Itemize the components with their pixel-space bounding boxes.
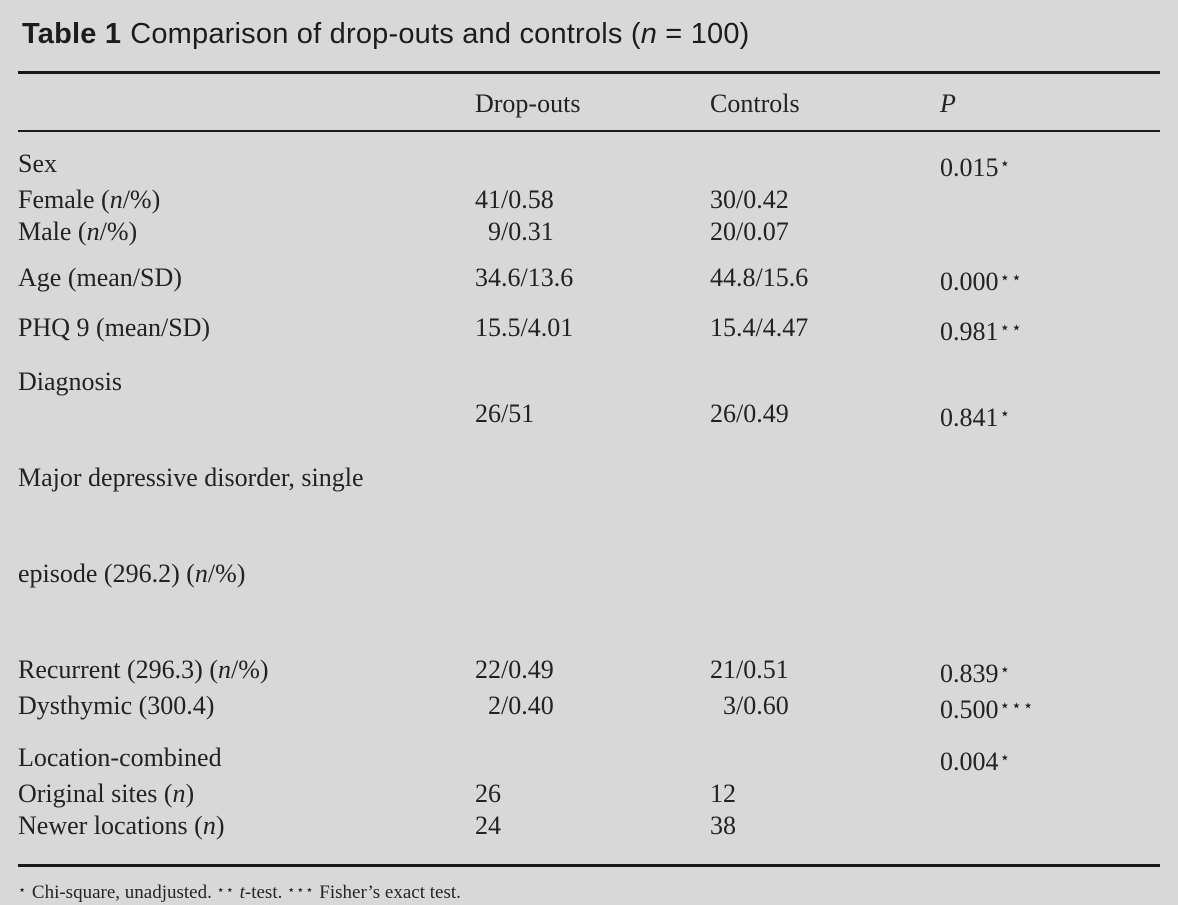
table-number: Table 1	[22, 18, 122, 50]
significance-stars: ⋆	[999, 660, 1012, 680]
significance-stars: ⋆	[999, 404, 1012, 424]
controls-value: 44.8/15.6	[710, 263, 809, 292]
bottom-rule	[18, 864, 1160, 867]
dropouts-value: 26	[475, 779, 501, 808]
controls-value: 3/0.60	[710, 691, 789, 720]
dropouts-value: 41/0.58	[475, 185, 554, 214]
table-row: Female (n/%) 41/0.58 30/0.42	[18, 184, 1178, 216]
controls-value: 26/0.49	[710, 399, 789, 428]
table-page: Table 1 Comparison of drop-outs and contr…	[18, 0, 1178, 903]
p-value: 0.500	[940, 695, 999, 724]
row-label: Sex	[18, 149, 57, 178]
header-p-value: P	[940, 89, 956, 118]
table-row: Recurrent (296.3) (n/%) 22/0.49 21/0.51 …	[18, 655, 1012, 688]
p-value: 0.015	[940, 153, 999, 182]
dropouts-value: 9/0.31	[475, 217, 554, 246]
significance-stars: ⋆⋆	[999, 318, 1023, 338]
dropouts-value: 34.6/13.6	[475, 263, 574, 292]
footnote-star-3: ⋆⋆⋆	[287, 883, 315, 898]
controls-value: 30/0.42	[710, 185, 789, 214]
p-value: 0.841	[940, 403, 999, 432]
p-value: 0.004	[940, 747, 999, 776]
p-value: 0.839	[940, 659, 999, 688]
row-label: Recurrent (296.3) (	[18, 655, 218, 684]
row-label: Newer locations (	[18, 811, 203, 840]
dropouts-value: 15.5/4.01	[475, 313, 574, 342]
controls-value: 20/0.07	[710, 217, 789, 246]
top-rule	[18, 71, 1160, 74]
table-row: Major depressive disorder, single episod…	[18, 398, 1178, 654]
row-label-line1: Major depressive disorder, single	[18, 463, 364, 492]
table-row: Diagnosis	[18, 366, 1178, 398]
significance-stars: ⋆	[999, 748, 1012, 768]
row-label: Location-combined	[18, 743, 222, 772]
group-diagnosis: Diagnosis Major depressive disorder, sin…	[18, 366, 1178, 726]
row-label: Diagnosis	[18, 367, 122, 396]
table-row: Dysthymic (300.4) 2/0.40 3/0.60 0.500⋆⋆⋆	[18, 690, 1178, 726]
controls-value: 38	[710, 811, 736, 840]
row-label: PHQ 9 (mean/SD)	[18, 313, 211, 342]
caption-italic-n: n	[640, 18, 658, 50]
dropouts-value: 2/0.40	[475, 691, 554, 720]
dropouts-value: 22/0.49	[475, 655, 554, 684]
table-row: Location-combined 0.004⋆	[18, 742, 1178, 778]
group-phq9: PHQ 9 (mean/SD) 15.5/4.01 15.4/4.47 0.98…	[18, 312, 1178, 348]
group-sex: Sex 0.015⋆ Female (n/%) 41/0.58 30/0.42 …	[18, 148, 1178, 248]
row-label: Male (	[18, 217, 87, 246]
footnote-star-2: ⋆⋆	[216, 883, 235, 898]
table-caption-text: Comparison of drop-outs and controls (n …	[130, 18, 750, 50]
table-row: Age (mean/SD) 34.6/13.6 44.8/15.6 0.000⋆…	[18, 262, 1178, 298]
group-age: Age (mean/SD) 34.6/13.6 44.8/15.6 0.000⋆…	[18, 262, 1178, 298]
header-controls: Controls	[710, 89, 800, 118]
controls-value: 15.4/4.47	[710, 313, 809, 342]
table-caption: Table 1 Comparison of drop-outs and contr…	[18, 0, 1178, 51]
row-label: Original sites (	[18, 779, 173, 808]
p-value: 0.000	[940, 267, 999, 296]
table-header-row: Drop-outs Controls P	[18, 74, 1178, 130]
table-row: Sex 0.015⋆	[18, 148, 1178, 184]
table-row: Original sites (n) 26 12	[18, 778, 1178, 810]
table-row: Male (n/%) 9/0.31 20/0.07	[18, 216, 1178, 248]
controls-value: 12	[710, 779, 736, 808]
group-location: Location-combined 0.004⋆ Original sites …	[18, 742, 1178, 842]
row-label-line2: episode (296.2) (n/%)	[18, 559, 246, 588]
significance-stars: ⋆⋆	[999, 268, 1023, 288]
table-row: Newer locations (n) 24 38	[18, 810, 1178, 842]
row-label: Age (mean/SD)	[18, 263, 182, 292]
table-row: PHQ 9 (mean/SD) 15.5/4.01 15.4/4.47 0.98…	[18, 312, 1178, 348]
table-body: Sex 0.015⋆ Female (n/%) 41/0.58 30/0.42 …	[18, 148, 1178, 842]
significance-stars: ⋆	[999, 154, 1012, 174]
dropouts-value: 26/51	[475, 399, 535, 428]
controls-value: 21/0.51	[710, 655, 789, 684]
table-footnote: ⋆ Chi-square, unadjusted. ⋆⋆ t-test. ⋆⋆⋆…	[18, 882, 461, 903]
footnote-star-1: ⋆	[18, 883, 28, 898]
header-rule	[18, 130, 1160, 132]
p-value: 0.981	[940, 317, 999, 346]
header-dropouts: Drop-outs	[475, 89, 581, 118]
dropouts-value: 24	[475, 811, 501, 840]
significance-stars: ⋆⋆⋆	[999, 696, 1035, 716]
row-label: Female (	[18, 185, 110, 214]
